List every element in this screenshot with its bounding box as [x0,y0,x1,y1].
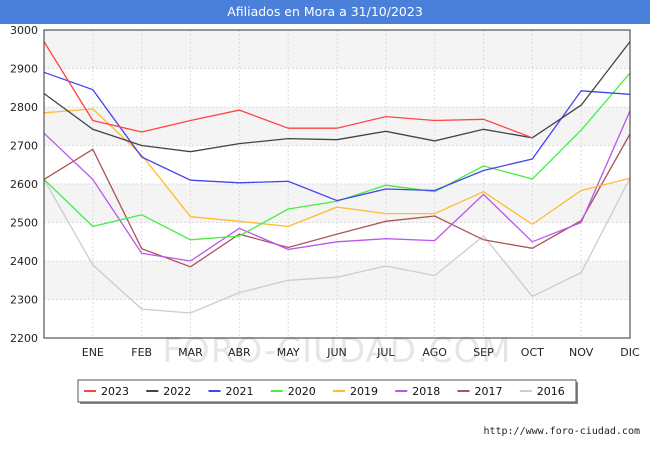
y-tick-label: 2700 [10,140,38,153]
y-axis-ticks: 2200 2300 2400 2500 2600 2700 2800 2900 3000 [10,24,38,345]
legend-label-2023: 2023 [101,385,129,398]
x-tick-label: OCT [521,346,544,359]
plot-frame [43,29,631,339]
legend-label-2021: 2021 [226,385,254,398]
chart-title: Afiliados en Mora a 31/10/2023 [0,0,650,24]
legend-label-2017: 2017 [475,385,503,398]
series-line-2020 [43,72,631,241]
x-tick-label: FEB [131,346,152,359]
series-line-2016 [43,177,631,314]
y-tick-label: 2900 [10,63,38,76]
series-line-2018 [43,110,631,262]
x-tick-label: ABR [228,346,251,359]
series-line-2023 [43,41,533,139]
x-axis-ticks: ENE FEB MAR ABR MAY JUN JUL AGO SEP OCT NOV DIC [82,346,640,359]
series-line-2017 [43,133,631,268]
y-tick-label: 3000 [10,24,38,37]
y-tick-label: 2300 [10,294,38,307]
source-credit[interactable]: http://www.foro-ciudad.com [483,426,640,437]
legend: 2023 2022 2021 2020 2019 2018 2017 2016 [77,379,578,404]
series-lines [43,41,631,314]
x-tick-label: MAR [178,346,203,359]
x-tick-label: AGO [422,346,447,359]
y-tick-label: 2500 [10,217,38,230]
x-tick-label: DIC [620,346,640,359]
x-tick-label: ENE [82,346,104,359]
axes [43,29,631,339]
series-line-2019 [43,108,631,228]
y-tick-label: 2200 [10,332,38,345]
legend-label-2019: 2019 [350,385,378,398]
x-tick-label: JUL [376,346,395,359]
legend-label-2018: 2018 [412,385,440,398]
y-tick-label: 2400 [10,255,38,268]
y-tick-label: 2800 [10,101,38,114]
x-tick-label: MAY [277,346,300,359]
series-line-2021 [43,71,631,202]
gridlines [44,29,631,339]
legend-label-2016: 2016 [537,385,565,398]
legend-label-2020: 2020 [288,385,316,398]
legend-label-2022: 2022 [163,385,191,398]
x-tick-label: SEP [473,346,494,359]
legend-box [77,379,577,403]
x-tick-label: NOV [569,346,594,359]
y-tick-label: 2600 [10,178,38,191]
x-tick-label: JUN [326,346,347,359]
